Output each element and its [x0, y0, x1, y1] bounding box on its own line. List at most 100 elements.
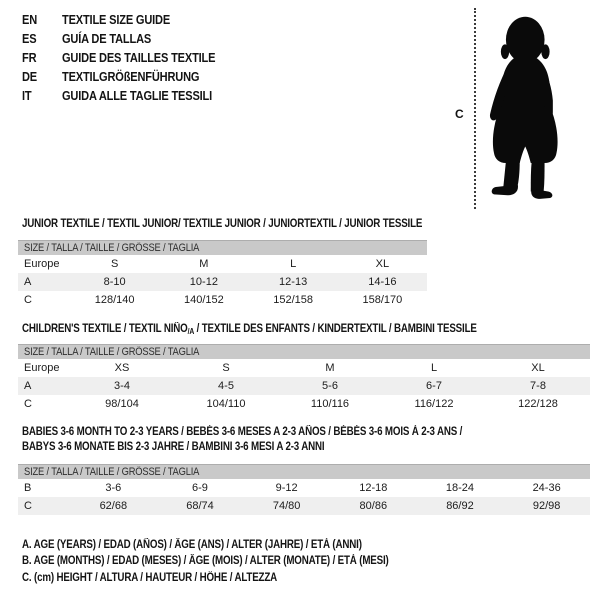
- babies-table-title: BABIES 3-6 MONTH TO 2-3 YEARS / BEBÉS 3-…: [22, 425, 540, 455]
- size-value-cell: 9-12: [275, 482, 298, 494]
- row-label-cell: A: [18, 273, 70, 291]
- table-row-c: C 62/68 68/74 74/80 80/86 86/92 92/98: [18, 497, 590, 515]
- row-label-cell: A: [18, 377, 70, 395]
- table-row-b: B 3-6 6-9 9-12 12-18 18-24 24-36: [18, 479, 590, 497]
- size-value-cell: 12-13: [248, 273, 338, 291]
- height-dotted-line: [474, 8, 476, 209]
- size-value-cell: 116/122: [414, 398, 454, 410]
- size-value-cell: 92/98: [503, 497, 590, 515]
- lang-title-en: TEXTILE SIZE GUIDE: [62, 12, 171, 27]
- junior-table-title: JUNIOR TEXTILE / TEXTIL JUNIOR/ TEXTILE …: [22, 217, 493, 232]
- language-title-list: EN TEXTILE SIZE GUIDE ES GUÍA DE TALLAS …: [22, 10, 242, 105]
- size-value-cell: 4-5: [174, 377, 278, 395]
- size-value-cell: 12-18: [359, 482, 388, 494]
- children-title-sub: /A: [187, 327, 195, 336]
- lang-code-de: DE: [22, 69, 38, 84]
- row-label-cell: B: [24, 482, 32, 494]
- size-value-cell: 104/110: [206, 398, 246, 410]
- lang-code-fr: FR: [22, 50, 37, 65]
- size-value-cell: 18-24: [445, 482, 475, 494]
- lang-row-fr: FR GUIDE DES TAILLES TEXTILE: [22, 48, 242, 67]
- table-row-a: A 3-4 4-5 5-6 6-7 7-8: [18, 377, 590, 395]
- lang-row-es: ES GUÍA DE TALLAS: [22, 29, 242, 48]
- row-label-cell: Europe: [24, 362, 60, 374]
- footnote-c-text: C. (cm) HEIGHT / ALTURA / HAUTEUR / HÖHE…: [22, 571, 278, 584]
- lang-code-en: EN: [22, 12, 38, 27]
- size-value-cell: 158/170: [362, 294, 403, 306]
- table-row-europe: Europe S M L XL: [18, 255, 427, 273]
- size-value-cell: 5-6: [278, 377, 382, 395]
- size-value-cell: 3-6: [105, 482, 122, 494]
- size-header-text: SIZE / TALLA / TAILLE / GRÖSSE / TAGLIA: [24, 242, 200, 254]
- size-header-row: SIZE / TALLA / TAILLE / GRÖSSE / TAGLIA: [18, 240, 427, 255]
- size-value-cell: 7-8: [486, 377, 590, 395]
- size-value-cell: M: [325, 362, 335, 374]
- junior-table-title-text: JUNIOR TEXTILE / TEXTIL JUNIOR/ TEXTILE …: [22, 218, 423, 230]
- footnote-b: B. AGE (MONTHS) / EDAD (MESES) / ÂGE (MO…: [22, 555, 453, 571]
- size-value-cell: S: [110, 258, 119, 270]
- size-header-cell: SIZE / TALLA / TAILLE / GRÖSSE / TAGLIA: [18, 344, 590, 359]
- size-value-cell: XL: [375, 258, 390, 270]
- lang-row-en: EN TEXTILE SIZE GUIDE: [22, 10, 242, 29]
- row-label-cell: C: [24, 294, 32, 306]
- footnote-b-text: B. AGE (MONTHS) / EDAD (MESES) / ÂGE (MO…: [22, 555, 389, 568]
- size-value-cell: 122/128: [518, 398, 558, 410]
- row-label-cell: C: [24, 398, 32, 410]
- size-value-cell: 110/116: [310, 398, 350, 410]
- size-header-row: SIZE / TALLA / TAILLE / GRÖSSE / TAGLIA: [18, 344, 590, 359]
- footnote-c: C. (cm) HEIGHT / ALTURA / HAUTEUR / HÖHE…: [22, 572, 453, 588]
- children-title-post: / TEXTILE DES ENFANTS / KINDERTEXTIL / B…: [194, 323, 477, 335]
- size-value-cell: 6-7: [382, 377, 486, 395]
- size-value-cell: 86/92: [416, 497, 504, 515]
- children-title-pre: CHILDREN'S TEXTILE / TEXTIL NIÑO: [22, 323, 188, 335]
- size-value-cell: M: [199, 258, 209, 270]
- size-value-cell: 24-36: [532, 482, 561, 494]
- lang-row-it: IT GUIDA ALLE TAGLIE TESSILI: [22, 86, 242, 105]
- size-value-cell: L: [430, 362, 438, 374]
- children-table-title-text: CHILDREN'S TEXTILE / TEXTIL NIÑO/A / TEX…: [22, 322, 477, 339]
- height-c-label: C: [455, 107, 464, 121]
- size-value-cell: 152/158: [273, 294, 313, 306]
- baby-silhouette-icon: [489, 16, 558, 199]
- children-table-title: CHILDREN'S TEXTILE / TEXTIL NIÑO/A / TEX…: [22, 322, 557, 339]
- footnote-list: A. AGE (YEARS) / EDAD (AÑOS) / ÂGE (ANS)…: [22, 539, 453, 588]
- size-value-cell: 3-4: [70, 377, 174, 395]
- size-value-cell: 10-12: [159, 273, 249, 291]
- size-header-text: SIZE / TALLA / TAILLE / GRÖSSE / TAGLIA: [24, 346, 200, 358]
- children-size-table: SIZE / TALLA / TAILLE / GRÖSSE / TAGLIA …: [18, 344, 590, 413]
- size-value-cell: 128/140: [94, 294, 135, 306]
- babies-size-table: SIZE / TALLA / TAILLE / GRÖSSE / TAGLIA …: [18, 464, 590, 515]
- size-value-cell: 14-16: [337, 273, 427, 291]
- lang-title-fr: GUIDE DES TAILLES TEXTILE: [62, 50, 216, 65]
- size-value-cell: 80/86: [329, 497, 417, 515]
- lang-code-es: ES: [22, 31, 37, 46]
- footnote-a: A. AGE (YEARS) / EDAD (AÑOS) / ÂGE (ANS)…: [22, 539, 453, 555]
- junior-size-table: SIZE / TALLA / TAILLE / GRÖSSE / TAGLIA …: [18, 240, 427, 309]
- table-row-a: A 8-10 10-12 12-13 14-16: [18, 273, 427, 291]
- footnote-a-text: A. AGE (YEARS) / EDAD (AÑOS) / ÂGE (ANS)…: [22, 539, 362, 551]
- size-value-cell: 98/104: [105, 398, 139, 410]
- size-value-cell: 140/152: [183, 294, 224, 306]
- lang-code-it: IT: [22, 88, 32, 103]
- lang-title-de: TEXTILGRÖßENFÜHRUNG: [62, 69, 200, 84]
- row-label-cell: C: [18, 497, 70, 515]
- size-value-cell: 6-9: [192, 482, 208, 494]
- size-header-cell: SIZE / TALLA / TAILLE / GRÖSSE / TAGLIA: [18, 464, 590, 479]
- size-value-cell: 68/74: [156, 497, 244, 515]
- size-header-cell: SIZE / TALLA / TAILLE / GRÖSSE / TAGLIA: [18, 240, 427, 255]
- size-value-cell: 74/80: [243, 497, 330, 515]
- babies-title-line2: BABYS 3-6 MONATE BIS 2-3 JAHRE / BAMBINI…: [22, 441, 325, 453]
- size-header-text: SIZE / TALLA / TAILLE / GRÖSSE / TAGLIA: [24, 466, 200, 478]
- lang-row-de: DE TEXTILGRÖßENFÜHRUNG: [22, 67, 242, 86]
- size-value-cell: XL: [531, 362, 545, 374]
- lang-title-it: GUIDA ALLE TAGLIE TESSILI: [62, 88, 213, 103]
- table-row-europe: Europe XS S M L XL: [18, 359, 590, 377]
- table-row-c: C 98/104 104/110 110/116 116/122 122/128: [18, 395, 590, 413]
- babies-title-line1: BABIES 3-6 MONTH TO 2-3 YEARS / BEBÉS 3-…: [22, 426, 463, 438]
- lang-title-es: GUÍA DE TALLAS: [62, 31, 152, 46]
- size-value-cell: S: [222, 362, 230, 374]
- table-row-c: C 128/140 140/152 152/158 158/170: [18, 291, 427, 309]
- size-value-cell: 8-10: [70, 273, 160, 291]
- size-value-cell: 62/68: [70, 497, 157, 515]
